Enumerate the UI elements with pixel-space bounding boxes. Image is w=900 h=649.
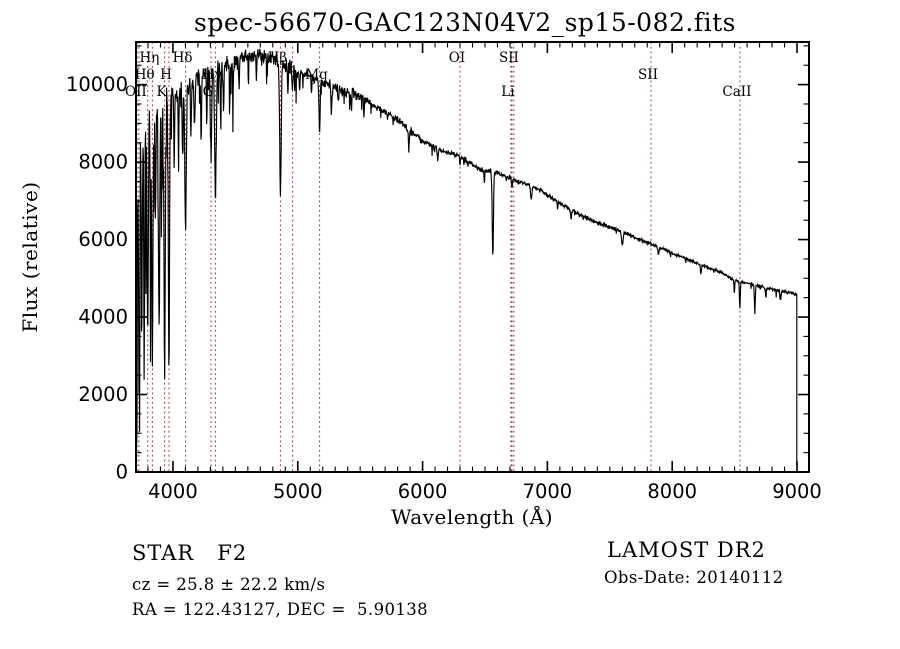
radec-text: RA = 122.43127, DEC = 5.90138 [132,600,429,619]
line-marker-label: K [157,84,168,100]
plot-frame [135,41,810,473]
star-class-text: STAR F2 [132,541,248,565]
x-axis-tick-label: 8000 [647,480,697,503]
y-axis-tick-label: 2000 [78,383,128,406]
line-marker-label: Li [501,84,515,100]
spectrum-curve [135,48,798,467]
line-marker-label: H [160,67,172,83]
survey-text: LAMOST DR2 [607,538,766,562]
x-axis-tick-label: 6000 [398,480,448,503]
y-axis-tick-label: 8000 [78,151,128,174]
x-axis-tick-label: 7000 [523,480,573,503]
line-marker-label: Hδ [173,50,193,66]
x-axis-tick-label: 9000 [772,480,822,503]
y-axis-tick-label: 6000 [78,228,128,251]
cz-text: cz = 25.8 ± 22.2 km/s [132,575,326,594]
line-marker-label: SII [638,67,658,83]
plot-title: spec-56670-GAC123N04V2_sp15-082.fits [194,8,736,37]
line-marker-label: SII [499,50,519,66]
y-axis-tick-label: 0 [116,461,128,484]
line-marker-label: Hθ [135,67,155,83]
line-marker-label: G [203,84,214,100]
line-marker-label: CaII [722,84,751,100]
obsdate-text: Obs-Date: 20140112 [604,568,784,587]
x-axis-tick-label: 4000 [148,480,198,503]
line-marker-label: OI [449,50,465,66]
y-axis-tick-label: 10000 [66,73,128,96]
x-axis-title: Wavelength (Å) [390,505,554,529]
y-axis-tick-label: 4000 [78,306,128,329]
line-marker-label: Hη [139,50,159,66]
x-axis-tick-label: 5000 [273,480,323,503]
